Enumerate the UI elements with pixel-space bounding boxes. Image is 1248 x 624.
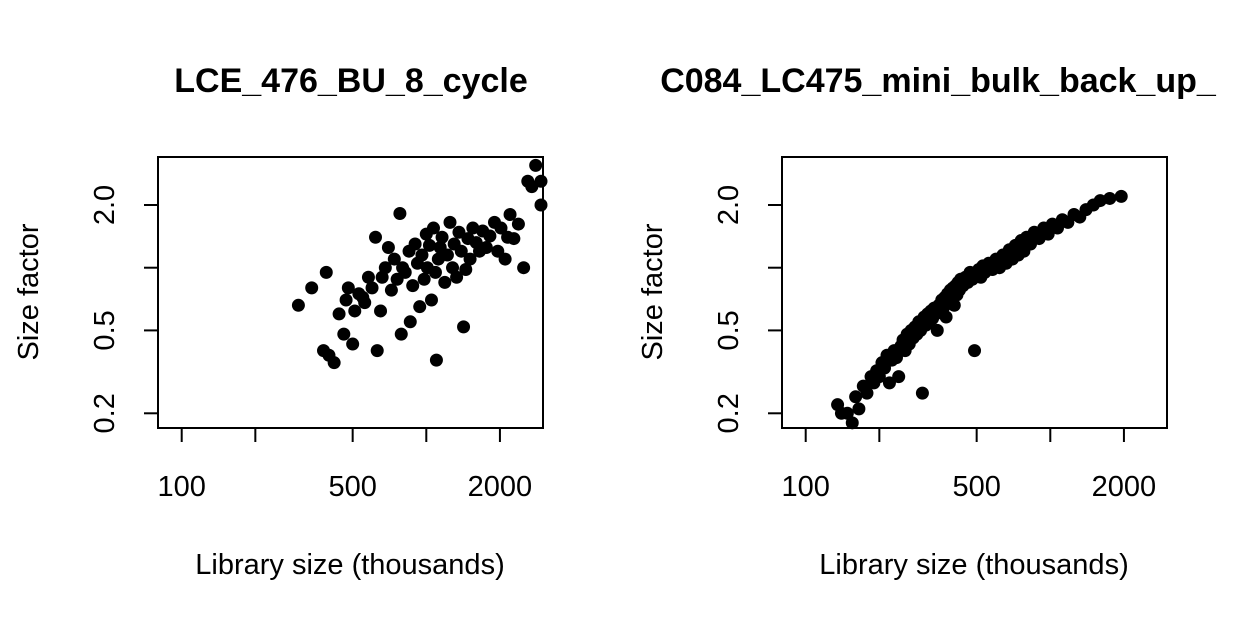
data-point [341, 281, 355, 295]
data-point [438, 275, 452, 289]
data-point [457, 320, 471, 334]
data-point [365, 281, 379, 295]
y-tick-label: 2.0 [713, 185, 745, 225]
data-point [429, 353, 443, 367]
data-point [534, 198, 548, 212]
data-point [440, 248, 454, 262]
data-point [435, 230, 449, 244]
data-point [394, 327, 408, 341]
data-point [450, 270, 464, 284]
panel-left: LCE_476_BU_8_cycle 100 500 2000 0.20.52.0 … [13, 62, 548, 581]
x-axis-label: Library size (thousands) [819, 549, 1128, 581]
data-point [968, 344, 982, 358]
data-point [378, 261, 392, 275]
data-point [413, 300, 427, 314]
data-point [370, 344, 384, 358]
x-tick-label: 2000 [468, 471, 533, 503]
data-point [1103, 191, 1117, 205]
y-axis: 0.2 0.5 2.0 [89, 185, 158, 433]
data-point [845, 416, 859, 430]
data-point [882, 376, 896, 390]
data-point [408, 237, 422, 251]
data-point [305, 281, 319, 295]
data-point [498, 252, 512, 266]
data-point [454, 244, 468, 258]
data-point [463, 252, 477, 266]
y-tick-label: 0.5 [713, 310, 745, 350]
y-tick-label: 0.2 [713, 393, 745, 433]
data-point [889, 351, 903, 365]
data-point [852, 402, 866, 416]
data-point [529, 158, 543, 172]
data-point [417, 272, 431, 286]
chart-title: LCE_476_BU_8_cycle [174, 62, 527, 100]
data-point [358, 296, 372, 310]
x-axis: 100 500 2000 [158, 427, 533, 503]
y-tick-label: 2.0 [89, 185, 121, 225]
data-point [403, 315, 417, 329]
panel-right: C084_LC475_mini_bulk_back_up_ 100 500 2000… [637, 62, 1217, 581]
data-point [849, 390, 863, 404]
data-point [327, 356, 341, 370]
data-point [384, 283, 398, 297]
y-tick-label: 0.5 [89, 310, 121, 350]
data-point [930, 323, 944, 337]
data-point [466, 221, 480, 235]
data-point [915, 386, 929, 400]
data-point [517, 261, 531, 275]
y-axis-label: Size factor [637, 223, 669, 360]
x-tick-label: 100 [782, 471, 830, 503]
x-axis: 100 500 2000 [782, 427, 1157, 503]
data-point [534, 174, 548, 188]
data-point [422, 238, 436, 252]
points [831, 189, 1128, 430]
data-point [860, 386, 874, 400]
data-point [1114, 189, 1128, 203]
x-tick-label: 500 [952, 471, 1000, 503]
data-point [332, 307, 346, 321]
data-point [406, 279, 420, 293]
data-point [398, 265, 412, 279]
data-point [443, 215, 457, 229]
data-point [479, 241, 493, 255]
data-point [939, 310, 953, 324]
points [291, 158, 548, 370]
data-point [426, 221, 440, 235]
y-axis: 0.2 0.5 2.0 [713, 185, 782, 433]
data-point [483, 229, 497, 243]
data-point [428, 265, 442, 279]
data-point [415, 248, 429, 262]
data-point [361, 270, 375, 284]
data-point [348, 304, 362, 318]
x-tick-label: 100 [158, 471, 206, 503]
data-point [507, 232, 521, 246]
data-point [452, 225, 466, 239]
data-point [393, 207, 407, 221]
data-point [346, 337, 360, 351]
data-point [291, 298, 305, 312]
data-point [337, 327, 351, 341]
data-point [319, 265, 333, 279]
data-point [494, 221, 508, 235]
data-point [339, 293, 353, 307]
data-point [511, 217, 525, 231]
data-point [387, 252, 401, 266]
data-point [1041, 227, 1055, 241]
data-point [459, 263, 473, 277]
x-axis-label: Library size (thousands) [195, 549, 504, 581]
data-point [424, 293, 438, 307]
data-point [503, 208, 517, 222]
data-point [947, 298, 961, 312]
data-point [374, 304, 388, 318]
x-tick-label: 500 [328, 471, 376, 503]
chart-title: C084_LC475_mini_bulk_back_up_ [660, 62, 1217, 100]
y-axis-label: Size factor [13, 223, 45, 360]
x-tick-label: 2000 [1092, 471, 1157, 503]
y-tick-label: 0.2 [89, 393, 121, 433]
data-point [892, 370, 906, 384]
data-point [381, 241, 395, 255]
data-point [369, 230, 383, 244]
